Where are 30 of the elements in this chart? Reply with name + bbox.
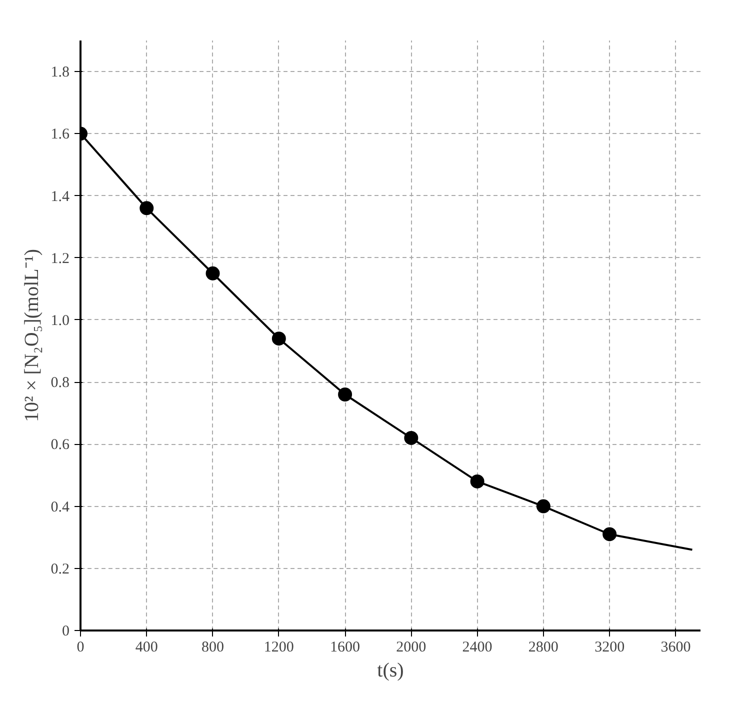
x-tick-label: 800 — [202, 640, 224, 656]
y-tick-label: 0 — [62, 624, 70, 640]
x-tick-label: 2400 — [462, 640, 492, 656]
y-tick-label: 0.6 — [50, 437, 70, 454]
y-tick-label: 0.4 — [50, 499, 70, 516]
y-tick-label: 1.6 — [50, 126, 70, 143]
x-tick-label: 1200 — [264, 640, 294, 656]
point — [272, 332, 286, 346]
point — [536, 499, 550, 514]
point — [140, 201, 154, 216]
y-tick-label: 1.2 — [50, 250, 70, 267]
y-tick-label: 0.8 — [50, 375, 70, 392]
y-tick-label: 1.8 — [50, 64, 70, 81]
x-tick-label: 3600 — [660, 640, 691, 656]
y-tick-label: 0.2 — [50, 561, 70, 578]
y-tick-label: 1.4 — [50, 188, 70, 205]
x-axis-title: t(s) — [377, 660, 404, 682]
x-tick-label: 2000 — [396, 640, 426, 656]
point — [206, 266, 220, 280]
x-tick-label: 400 — [135, 640, 158, 656]
point — [602, 527, 617, 542]
y-tick-label: 1.0 — [50, 312, 70, 329]
point — [404, 430, 418, 445]
x-tick-label: 0 — [76, 640, 84, 656]
point — [338, 388, 352, 402]
y-axis-title: 10² × [N₂O₅](molL⁻¹) — [20, 248, 43, 422]
x-tick-label: 1600 — [330, 640, 360, 656]
point — [470, 474, 484, 488]
x-tick-label: 3200 — [594, 640, 625, 656]
x-tick-label: 2800 — [528, 640, 558, 656]
